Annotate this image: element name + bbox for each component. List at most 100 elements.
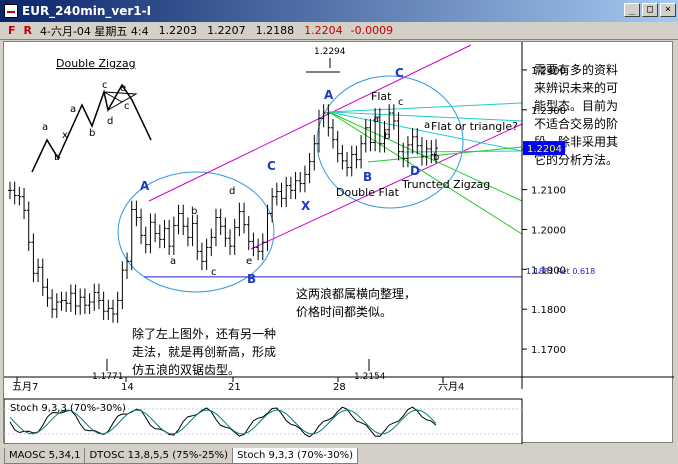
chart-window[interactable]: Double Zigzag a b x a b c d e c A B C X … <box>3 41 674 444</box>
price-chart-svg[interactable]: Double Zigzag a b x a b c d e c A B C X … <box>4 42 674 444</box>
zigzag-schematic-line <box>31 83 152 173</box>
time-tick-label: 六月4 <box>438 381 464 393</box>
fan-cyan-3 <box>328 111 523 152</box>
fan-cyan-4 <box>403 150 523 153</box>
small-label-a1: a <box>170 256 176 267</box>
note-left-line-2: 走法，就是再创新高，形成 <box>132 344 276 359</box>
stoch-label: Stoch 9,3,3 (70%-30%) <box>10 403 126 414</box>
price-tick-label: 1.1700 <box>531 345 566 356</box>
mini-label-c2: c <box>124 101 130 112</box>
wave-label-A-right: A <box>324 88 334 102</box>
note-right-line-1: 需要有多的资料 <box>534 62 618 77</box>
small-label-b2: b <box>384 131 390 142</box>
stoch-d-line <box>9 409 437 435</box>
time-tick-label: 五月7 <box>12 381 38 393</box>
flag-r-button[interactable]: R <box>23 24 32 37</box>
mini-label-b2: b <box>89 128 95 139</box>
price-bars[interactable] <box>8 104 438 323</box>
small-label-c2: c <box>398 97 404 108</box>
time-tick-label: 14 <box>121 382 134 393</box>
window-title: EUR_240min_ver1-I <box>22 4 152 18</box>
maximize-button[interactable]: □ <box>642 3 658 17</box>
price-tick-label: 1.1900 <box>531 265 566 276</box>
time-tick-label: 21 <box>228 382 241 393</box>
note-right-line-2: 来辨识未来的可 <box>534 80 618 95</box>
mini-label-c1: c <box>102 80 108 91</box>
double-zigzag-label: Double Zigzag <box>56 57 136 70</box>
stoch-frame <box>4 398 523 444</box>
indicator-tabs: MAOSC 5,34,1 DTOSC 13,8,5,5 (75%-25%) St… <box>0 444 678 464</box>
small-label-b1: b <box>191 206 197 217</box>
mini-label-a1: a <box>42 122 48 133</box>
note-right-line-4: 不适合交易的阶 <box>534 116 618 131</box>
truncted-zigzag-label: Truncted Zigzag <box>401 178 490 191</box>
flat-label: Flat <box>371 90 392 103</box>
wave-label-B-right: B <box>363 170 372 184</box>
wave-label-C: C <box>267 159 276 173</box>
note-left-line-1: 除了左上图外，还有另一种 <box>132 326 276 341</box>
small-label-a2: a <box>373 114 379 125</box>
price-tick-label: 1.2100 <box>531 186 566 197</box>
support-line-label: 1.1881 Ret 0.618 <box>526 267 595 276</box>
small-label-a3: a <box>424 120 430 131</box>
fan-cyan-2 <box>328 111 523 122</box>
small-label-c1: c <box>211 267 217 278</box>
double-flat-label: Double Flat <box>336 186 400 199</box>
note-right-line-3: 能型态。目前为 <box>534 98 618 113</box>
stoch-panel[interactable]: Stoch 9,3,3 (70%-30%) <box>4 398 523 444</box>
mini-label-a2: a <box>70 104 76 115</box>
bar-date: 4-六月-04 星期五 4:4 <box>40 24 149 38</box>
fan-green-3 <box>367 146 523 163</box>
bar-low: 1.2188 <box>255 24 295 37</box>
price-info-bar: F R 4-六月-04 星期五 4:4 1.2203 1.2207 1.2188… <box>0 22 678 40</box>
last-price-box <box>523 141 565 156</box>
bar-high: 1.2207 <box>207 24 246 37</box>
window-titlebar: EUR_240min_ver1-I _ □ × <box>0 0 678 22</box>
mini-label-e: e <box>120 83 126 94</box>
small-label-b3: b <box>433 152 439 163</box>
bar-change: -0.0009 <box>350 24 394 37</box>
small-label-d1: d <box>229 186 235 197</box>
time-tick-label: 28 <box>333 382 346 393</box>
small-label-e1: e <box>246 256 252 267</box>
tab-dtosc[interactable]: DTOSC 13,8,5,5 (75%-25%) <box>84 448 234 464</box>
price-tick-label: 1.2300 <box>531 106 566 117</box>
mini-label-x: x <box>62 130 68 141</box>
price-tick-label: 1.1800 <box>531 305 566 316</box>
triangle-schematic-line <box>103 91 138 111</box>
drawing-objects <box>31 44 523 371</box>
fan-cyan-1 <box>328 102 523 113</box>
flat-or-triangle-label: Flat or triangle? <box>431 120 518 133</box>
flag-f-button[interactable]: F <box>8 24 16 37</box>
bar-open: 1.2203 <box>158 24 198 37</box>
window-controls: _ □ × <box>624 3 676 17</box>
chart-app-icon <box>4 4 18 18</box>
close-button[interactable]: × <box>660 3 676 17</box>
last-price-label: 1.2204 <box>527 144 562 155</box>
minimize-button[interactable]: _ <box>624 3 640 17</box>
fan-green-2 <box>328 111 523 235</box>
note-left-line-3: 仿五浪的双锯齿型。 <box>132 362 240 377</box>
note-right-line-6: 它的分析方法。 <box>534 152 618 167</box>
wave-label-C-right: C <box>395 66 404 80</box>
note-mid-line-1: 这两浪都属横向整理， <box>296 286 416 301</box>
price-tick-label: 1.2400 <box>531 66 566 77</box>
tab-stoch[interactable]: Stoch 9,3,3 (70%-30%) <box>232 448 358 464</box>
mini-label-d: d <box>107 116 113 127</box>
ellipse-right <box>316 75 464 209</box>
ellipse-left <box>117 171 275 293</box>
axis-group: 1.24001.23001.22001.21001.20001.19001.18… <box>4 42 674 393</box>
wave-label-A-left: A <box>140 179 150 193</box>
stoch-k-line <box>9 406 437 438</box>
mini-label-b1: b <box>54 152 60 163</box>
channel-lower-line <box>250 123 523 250</box>
tab-maosc[interactable]: MAOSC 5,34,1 <box>4 448 86 464</box>
wave-label-X: X <box>301 199 311 213</box>
price-tick-label: 1.2000 <box>531 225 566 236</box>
high-1-label: 1.2294 <box>314 47 346 57</box>
wave-label-D: D <box>410 164 420 178</box>
channel-upper-line <box>148 44 472 202</box>
bar-close: 1.2204 <box>304 24 343 37</box>
note-mid-line-2: 价格时间都类似。 <box>296 304 392 319</box>
wave-label-B-left: B <box>247 272 256 286</box>
